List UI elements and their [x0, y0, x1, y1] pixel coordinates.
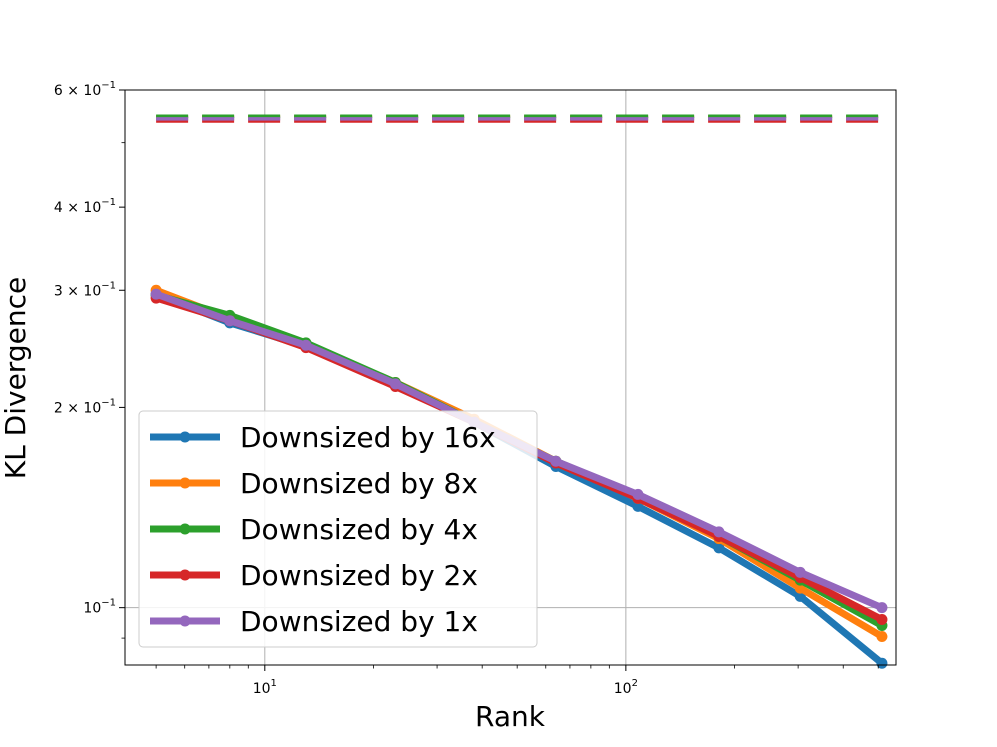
x-tick-exponent: 2	[632, 678, 638, 689]
x-axis-title: Rank	[475, 700, 546, 733]
legend-marker	[179, 523, 191, 535]
y-tick-label: 10−1	[83, 598, 116, 617]
y-tick-exponent: −1	[101, 280, 116, 291]
data-point	[876, 657, 888, 669]
data-point	[713, 526, 725, 538]
y-tick-exponent: −1	[101, 598, 116, 609]
data-point	[224, 315, 236, 327]
legend-marker	[179, 431, 191, 443]
y-tick-exponent: −1	[101, 197, 116, 208]
y-axis-title: KL Divergence	[0, 277, 32, 479]
data-point	[876, 613, 888, 625]
legend-label: Downsized by 1x	[240, 605, 478, 638]
y-tick-base: 10	[83, 400, 101, 416]
y-tick-base: 10	[83, 200, 101, 216]
data-point	[150, 288, 162, 300]
legend-marker	[179, 477, 191, 489]
data-point	[300, 339, 312, 351]
y-tick-exponent: −1	[101, 397, 116, 408]
x-tick-base: 10	[253, 681, 271, 697]
y-tick-mantissa: 3 ×	[54, 283, 84, 299]
y-tick-base: 10	[83, 601, 101, 617]
legend-label: Downsized by 8x	[240, 467, 478, 500]
data-point	[632, 488, 644, 500]
x-tick-label: 101	[253, 678, 277, 697]
y-tick-label: 3 × 10−1	[54, 280, 116, 299]
y-tick-mantissa: 6 ×	[54, 83, 84, 99]
data-point	[876, 631, 888, 643]
legend-box	[138, 410, 538, 648]
data-point	[550, 455, 562, 467]
y-tick-exponent: −1	[101, 80, 116, 91]
legend-marker	[179, 615, 191, 627]
y-tick-label: 2 × 10−1	[54, 397, 116, 416]
baseline-lines	[156, 114, 882, 123]
y-tick-label: 4 × 10−1	[54, 197, 116, 216]
legend-marker	[179, 569, 191, 581]
y-tick-mantissa: 4 ×	[54, 200, 84, 216]
y-tick-label: 6 × 10−1	[54, 80, 116, 99]
data-point	[794, 566, 806, 578]
data-point	[389, 378, 401, 390]
y-tick-mantissa: 2 ×	[54, 400, 84, 416]
plot-frame	[124, 89, 897, 666]
legend-label: Downsized by 4x	[240, 513, 478, 546]
x-tick-exponent: 1	[271, 678, 277, 689]
x-tick-base: 10	[614, 681, 632, 697]
y-tick-base: 10	[83, 283, 101, 299]
data-point	[876, 602, 888, 614]
data-point	[713, 542, 725, 554]
legend: Downsized by 16x Downsized by 8x Downsized…	[138, 410, 538, 648]
legend-label: Downsized by 16x	[240, 421, 496, 454]
legend-label: Downsized by 2x	[240, 559, 478, 592]
x-tick-label: 102	[614, 678, 638, 697]
y-tick-base: 10	[83, 83, 101, 99]
